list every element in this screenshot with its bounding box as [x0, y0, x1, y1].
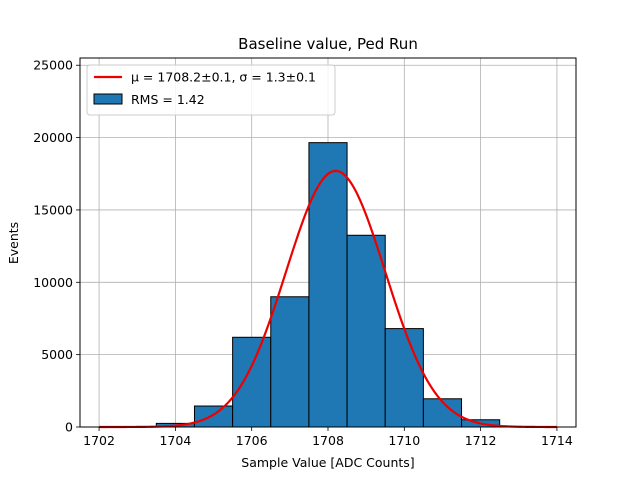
y-tick-label: 5000 — [41, 347, 73, 362]
x-tick-label: 1702 — [83, 433, 115, 448]
x-tick-label: 1706 — [236, 433, 268, 448]
legend: μ = 1708.2±0.1, σ = 1.3±0.1 RMS = 1.42 — [86, 64, 336, 116]
y-tick-label: 0 — [65, 420, 73, 435]
x-tick-label: 1714 — [541, 433, 573, 448]
legend-histogram-swatch — [93, 93, 123, 105]
x-tick-label: 1710 — [388, 433, 420, 448]
x-tick-label: 1704 — [159, 433, 191, 448]
y-tick-label: 15000 — [33, 202, 73, 217]
histogram-bar — [232, 336, 272, 428]
y-axis-ticks: 0 5000 10000 15000 20000 25000 — [33, 58, 80, 435]
histogram-bar — [193, 405, 234, 428]
gaussian-fit-curve — [99, 169, 557, 429]
y-tick-label: 20000 — [33, 130, 73, 145]
legend-histogram-label: RMS = 1.42 — [131, 92, 205, 107]
legend-box — [86, 64, 336, 116]
x-axis-label: Sample Value [ADC Counts] — [241, 455, 414, 470]
y-tick-label: 10000 — [33, 275, 73, 290]
histogram-bar — [346, 234, 386, 428]
histogram-bar — [308, 142, 348, 428]
histogram-bar — [270, 296, 310, 428]
x-tick-label: 1708 — [312, 433, 344, 448]
y-axis-label: Events — [6, 222, 21, 264]
y-tick-label: 25000 — [33, 58, 73, 73]
chart-title: Baseline value, Ped Run — [238, 35, 418, 53]
legend-fit-label: μ = 1708.2±0.1, σ = 1.3±0.1 — [131, 70, 316, 85]
x-tick-label: 1712 — [465, 433, 497, 448]
x-axis-ticks: 1702 1704 1706 1708 1710 1712 1714 — [83, 427, 573, 448]
histogram-bar — [384, 328, 424, 428]
